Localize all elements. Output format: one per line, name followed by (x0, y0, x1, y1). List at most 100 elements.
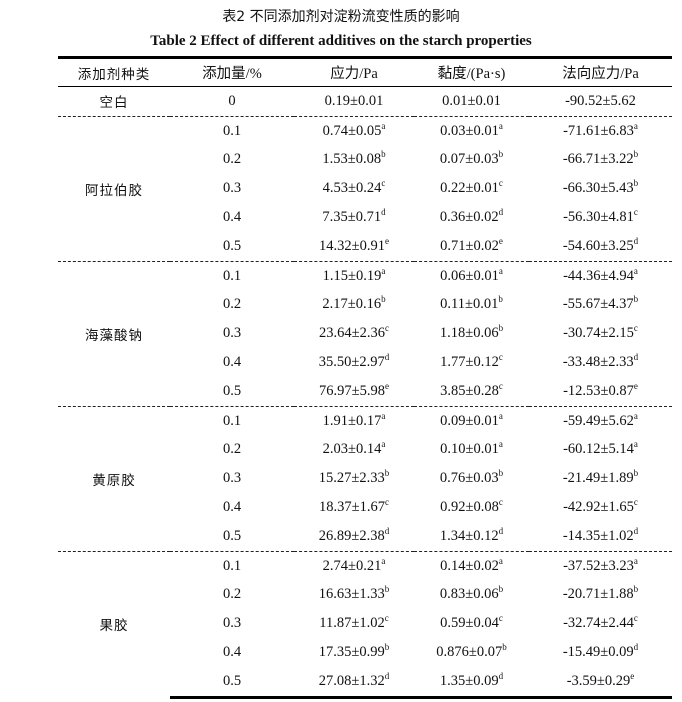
significance-letter: d (633, 352, 639, 363)
table-row: 0.2 1.53±0.08b 0.07±0.03b -66.71±3.22b (58, 146, 672, 175)
significance-letter: e (384, 235, 389, 246)
viscosity-cell: 0.59±0.04c (414, 609, 529, 638)
stress-value: 16.63±1.33 (318, 586, 385, 603)
data-table: 添加剂种类 添加量/% 应力/Pa 黏度/(Pa·s) 法向应力/Pa 空白 0… (58, 56, 672, 699)
stress-value: 26.89±2.38 (318, 527, 385, 544)
amount-cell: 0.3 (222, 325, 242, 342)
viscosity-value: 0.76±0.03 (439, 470, 499, 487)
amount-cell: 0.4 (222, 644, 242, 661)
viscosity-value: 0.11±0.01 (440, 296, 499, 313)
stress-cell: 16.63±1.33b (294, 581, 414, 610)
header-additive-type: 添加剂种类 (58, 56, 170, 87)
header-amount: 添加量/% (170, 56, 294, 87)
significance-letter: d (498, 670, 504, 681)
viscosity-cell: 0.14±0.02a (414, 550, 529, 581)
viscosity-cell: 0.71±0.02e (414, 232, 529, 261)
viscosity-value: 0.71±0.02 (440, 237, 499, 254)
blank-amount: 0 (228, 92, 236, 109)
significance-letter: d (633, 525, 639, 536)
viscosity-cell: 0.22±0.01c (414, 174, 529, 203)
normal-value: -12.53±0.87 (563, 382, 634, 399)
stress-cell: 18.37±1.67c (294, 493, 414, 522)
amount-cell: 0.3 (222, 180, 242, 197)
stress-cell: 35.50±2.97d (294, 348, 414, 377)
amount-cell: 0.1 (170, 115, 294, 146)
header-normal-stress: 法向应力/Pa (529, 56, 672, 87)
significance-letter: b (498, 584, 504, 595)
normal-value: -37.52±3.23 (563, 557, 634, 574)
significance-letter: a (498, 555, 503, 566)
normal-value: -71.61±6.83 (563, 122, 634, 139)
stress-value: 4.53±0.24 (322, 180, 382, 197)
stress-cell: 2.03±0.14a (294, 436, 414, 465)
normal-value: -54.60±3.25 (562, 237, 634, 254)
viscosity-cell: 0.83±0.06b (414, 581, 529, 610)
stress-value: 18.37±1.67 (319, 499, 385, 516)
viscosity-cell: 3.85±0.28c (414, 377, 529, 406)
significance-letter: b (633, 149, 639, 160)
viscosity-cell: 0.10±0.01a (414, 436, 529, 465)
normal-cell: -15.49±0.09d (529, 638, 672, 667)
stress-value: 35.50±2.97 (318, 354, 385, 371)
blank-stress: 0.19±0.01 (324, 92, 384, 109)
significance-letter: b (384, 584, 390, 595)
significance-letter: b (633, 178, 639, 189)
significance-letter: a (633, 410, 638, 421)
significance-letter: d (498, 525, 504, 536)
normal-value: -33.48±2.33 (562, 354, 634, 371)
normal-value: -55.67±4.37 (562, 296, 634, 313)
significance-letter: b (633, 294, 639, 305)
viscosity-cell: 0.11±0.01b (414, 291, 529, 320)
normal-cell: -71.61±6.83a (529, 115, 672, 146)
viscosity-value: 0.03±0.01 (440, 122, 499, 139)
normal-cell: -14.35±1.02d (529, 522, 672, 551)
significance-letter: b (633, 584, 639, 595)
stress-value: 14.32±0.91 (319, 237, 385, 254)
stress-cell: 11.87±1.02c (294, 609, 414, 638)
normal-value: -44.36±4.94 (563, 267, 634, 284)
normal-cell: -30.74±2.15c (529, 319, 672, 348)
amount-cell: 0.2 (222, 441, 242, 458)
significance-letter: b (384, 642, 390, 653)
viscosity-cell: 1.77±0.12c (414, 348, 529, 377)
significance-letter: b (633, 468, 639, 479)
normal-value: -30.74±2.15 (563, 325, 634, 342)
amount-cell: 0.5 (170, 666, 294, 699)
normal-cell: -20.71±1.88b (529, 581, 672, 610)
blank-normal-stress: -90.52±5.62 (565, 92, 636, 109)
viscosity-cell: 0.76±0.03b (414, 464, 529, 493)
amount-cell: 0.3 (222, 470, 242, 487)
significance-letter: c (384, 323, 389, 334)
table-row: 0.3 4.53±0.24c 0.22±0.01c -66.30±5.43b (58, 174, 672, 203)
table-row: 0.4 17.35±0.99b 0.876±0.07b -15.49±0.09d (58, 638, 672, 667)
normal-cell: -44.36±4.94a (529, 260, 672, 291)
table-row: 0.4 35.50±2.97d 1.77±0.12c -33.48±2.33d (58, 348, 672, 377)
amount-cell: 0.3 (222, 615, 242, 632)
normal-cell: -42.92±1.65c (529, 493, 672, 522)
table-row: 阿拉伯胶 0.1 0.74±0.05a 0.03±0.01a -71.61±6.83a (58, 115, 672, 262)
significance-letter: d (381, 207, 386, 218)
viscosity-value: 0.06±0.01 (440, 267, 499, 284)
stress-value: 2.03±0.14 (322, 441, 382, 458)
stress-value: 23.64±2.36 (319, 325, 385, 342)
normal-cell: -60.12±5.14a (529, 436, 672, 465)
normal-value: -66.71±3.22 (562, 151, 634, 168)
stress-value: 7.35±0.71 (322, 209, 382, 226)
viscosity-cell: 0.03±0.01a (414, 115, 529, 146)
significance-letter: b (498, 294, 503, 305)
amount-cell: 0.4 (222, 354, 242, 371)
stress-cell: 1.91±0.17a (294, 405, 414, 436)
table-row: 海藻酸钠 0.1 1.15±0.19a 0.06±0.01a -44.36±4.94a (58, 260, 672, 407)
stress-value: 76.97±5.98 (319, 382, 385, 399)
significance-letter: d (384, 670, 390, 681)
normal-cell: -55.67±4.37b (529, 291, 672, 320)
stress-value: 1.15±0.19 (322, 267, 382, 284)
significance-letter: d (633, 235, 639, 246)
stress-cell: 7.35±0.71d (294, 203, 414, 232)
header-stress: 应力/Pa (294, 56, 414, 87)
viscosity-cell: 0.92±0.08c (414, 493, 529, 522)
significance-letter: d (633, 642, 639, 653)
viscosity-cell: 1.34±0.12d (414, 522, 529, 551)
amount-cell: 0.5 (222, 382, 242, 399)
normal-value: -59.49±5.62 (563, 412, 634, 429)
